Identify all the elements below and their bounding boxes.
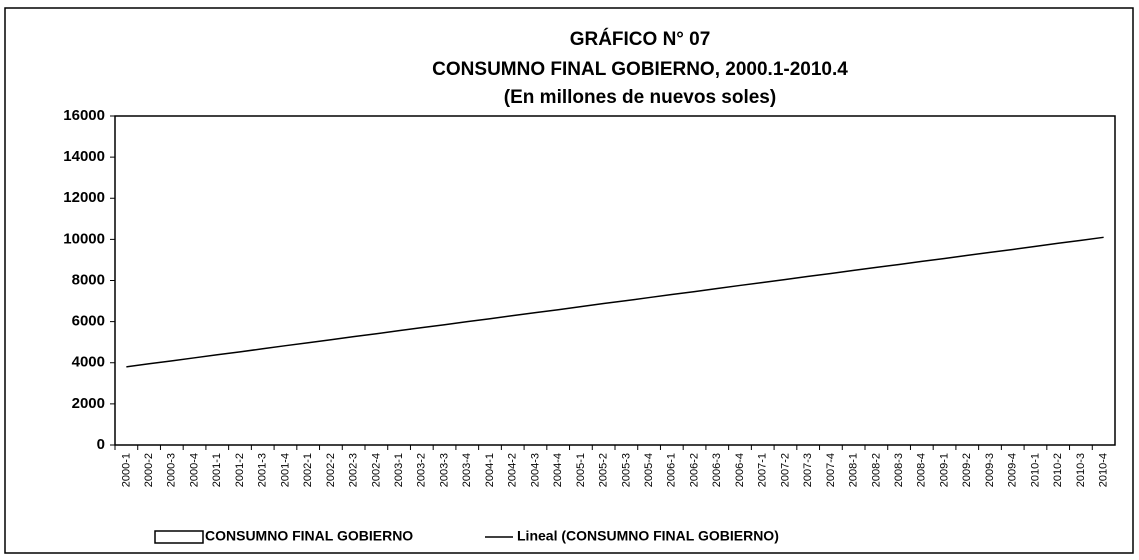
x-tick-label: 2010-2 (1052, 453, 1064, 487)
chart-title: GRÁFICO N° 07 (570, 28, 711, 50)
x-tick-label: 2010-1 (1029, 453, 1041, 487)
legend-label: Lineal (CONSUMNO FINAL GOBIERNO) (517, 528, 779, 544)
x-tick-label: 2001-2 (234, 453, 246, 487)
x-tick-label: 2009-3 (984, 453, 996, 487)
x-tick-label: 2010-3 (1075, 453, 1087, 487)
legend-swatch (154, 530, 204, 544)
x-tick-label: 2007-2 (779, 453, 791, 487)
y-tick-label: 6000 (72, 313, 105, 330)
x-tick-label: 2003-2 (416, 453, 428, 487)
y-tick-label: 0 (97, 436, 105, 453)
chart-subtitle: (En millones de nuevos soles) (504, 87, 776, 108)
x-tick-label: 2008-1 (848, 453, 860, 487)
trend-line (126, 236, 1104, 368)
x-tick-label: 2004-1 (484, 453, 496, 487)
x-tick-label: 2007-3 (802, 453, 814, 487)
x-tick-label: 2004-3 (529, 453, 541, 487)
x-tick-label: 2003-3 (438, 453, 450, 487)
x-tick-label: 2000-3 (166, 453, 178, 487)
y-tick-label: 10000 (63, 230, 105, 247)
x-tick-label: 2000-1 (120, 453, 132, 487)
y-tick-label: 14000 (63, 148, 105, 165)
x-tick-label: 2010-4 (1098, 453, 1110, 487)
chart-subtitle: CONSUMNO FINAL GOBIERNO, 2000.1-2010.4 (432, 59, 848, 80)
x-tick-label: 2009-4 (1007, 453, 1019, 487)
plot-area (114, 115, 1116, 446)
x-tick-label: 2006-4 (734, 453, 746, 487)
x-tick-label: 2003-4 (461, 453, 473, 487)
x-tick-label: 2002-3 (348, 453, 360, 487)
x-tick-label: 2004-4 (552, 453, 564, 487)
y-tick-label: 12000 (63, 189, 105, 206)
x-tick-label: 2008-3 (893, 453, 905, 487)
x-tick-label: 2002-2 (325, 453, 337, 487)
y-tick-label: 8000 (72, 271, 105, 288)
y-tick-label: 16000 (63, 107, 105, 124)
x-tick-label: 2005-2 (598, 453, 610, 487)
x-tick-label: 2006-1 (666, 453, 678, 487)
x-tick-label: 2005-4 (643, 453, 655, 487)
x-tick-label: 2007-1 (757, 453, 769, 487)
x-tick-label: 2002-1 (302, 453, 314, 487)
x-tick-label: 2004-2 (507, 453, 519, 487)
x-tick-label: 2005-1 (575, 453, 587, 487)
x-tick-label: 2008-4 (916, 453, 928, 487)
y-tick-label: 2000 (72, 395, 105, 412)
x-tick-label: 2007-4 (825, 453, 837, 487)
y-tick-label: 4000 (72, 354, 105, 371)
x-tick-label: 2001-1 (211, 453, 223, 487)
x-tick-label: 2006-3 (711, 453, 723, 487)
x-tick-label: 2008-2 (870, 453, 882, 487)
x-tick-label: 2000-2 (143, 453, 155, 487)
x-tick-label: 2001-4 (279, 453, 291, 487)
x-tick-label: 2005-3 (620, 453, 632, 487)
x-tick-label: 2001-3 (257, 453, 269, 487)
x-tick-label: 2000-4 (188, 453, 200, 487)
legend-label: CONSUMNO FINAL GOBIERNO (205, 528, 413, 544)
x-tick-label: 2009-2 (961, 453, 973, 487)
x-tick-label: 2003-1 (393, 453, 405, 487)
x-tick-label: 2002-4 (370, 453, 382, 487)
chart-border (4, 7, 1134, 554)
x-tick-label: 2009-1 (938, 453, 950, 487)
x-tick-label: 2006-2 (688, 453, 700, 487)
